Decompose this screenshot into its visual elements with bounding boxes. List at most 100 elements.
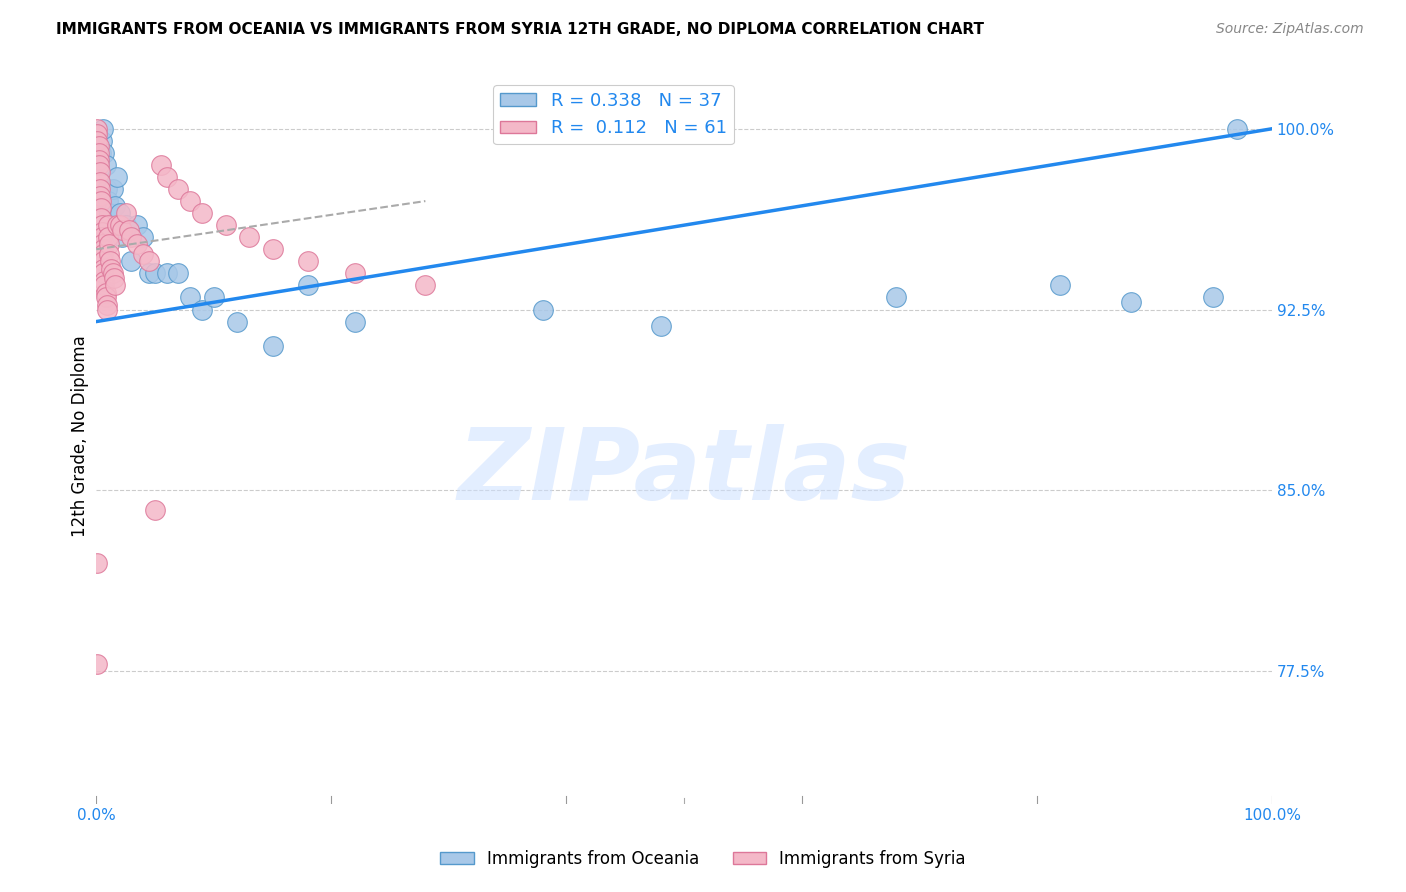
- Point: [86, 121, 108, 136]
- Point: [103, 271, 125, 285]
- Point: [105, 169, 128, 184]
- Point: [108, 206, 131, 220]
- Y-axis label: 12th Grade, No Diploma: 12th Grade, No Diploma: [72, 335, 89, 537]
- Point: [98, 218, 121, 232]
- Point: [87, 158, 110, 172]
- Point: [120, 230, 142, 244]
- Point: [191, 206, 214, 220]
- Point: [101, 182, 124, 196]
- Point: [91, 134, 114, 148]
- Point: [138, 254, 160, 268]
- Point: [91, 230, 114, 244]
- Point: [98, 247, 121, 261]
- Point: [1119, 295, 1142, 310]
- Point: [114, 218, 136, 232]
- Point: [91, 261, 114, 276]
- Point: [89, 175, 111, 189]
- Point: [111, 230, 134, 244]
- Point: [90, 211, 112, 225]
- Point: [105, 218, 128, 232]
- Point: [262, 339, 284, 353]
- Point: [96, 298, 118, 312]
- Point: [90, 202, 112, 216]
- Point: [89, 194, 111, 208]
- Point: [93, 145, 115, 160]
- Point: [111, 223, 134, 237]
- Point: [179, 291, 201, 305]
- Point: [297, 278, 319, 293]
- Point: [214, 218, 236, 232]
- Point: [87, 153, 110, 167]
- Point: [86, 657, 108, 671]
- Point: [343, 315, 366, 329]
- Point: [1049, 278, 1071, 293]
- Point: [91, 226, 114, 240]
- Point: [884, 291, 907, 305]
- Point: [96, 182, 118, 196]
- Point: [343, 266, 366, 280]
- Point: [89, 182, 111, 196]
- Point: [149, 158, 172, 172]
- Point: [94, 291, 117, 305]
- Point: [86, 127, 108, 141]
- Point: [87, 145, 110, 160]
- Point: [167, 266, 190, 280]
- Point: [297, 254, 319, 268]
- Point: [97, 194, 120, 208]
- Point: [91, 121, 114, 136]
- Point: [91, 242, 114, 256]
- Text: IMMIGRANTS FROM OCEANIA VS IMMIGRANTS FROM SYRIA 12TH GRADE, NO DIPLOMA CORRELAT: IMMIGRANTS FROM OCEANIA VS IMMIGRANTS FR…: [56, 22, 984, 37]
- Point: [191, 302, 214, 317]
- Point: [156, 266, 179, 280]
- Point: [531, 302, 554, 317]
- Legend: R = 0.338   N = 37, R =  0.112   N = 61: R = 0.338 N = 37, R = 0.112 N = 61: [494, 85, 734, 145]
- Point: [156, 169, 179, 184]
- Point: [94, 285, 117, 300]
- Point: [138, 266, 160, 280]
- Point: [98, 237, 121, 252]
- Point: [86, 556, 108, 570]
- Point: [238, 230, 260, 244]
- Point: [104, 199, 127, 213]
- Point: [93, 278, 115, 293]
- Point: [143, 266, 166, 280]
- Point: [89, 189, 111, 203]
- Point: [114, 206, 136, 220]
- Point: [90, 194, 112, 208]
- Point: [97, 218, 120, 232]
- Point: [127, 237, 149, 252]
- Text: ZIPatlas: ZIPatlas: [457, 425, 911, 521]
- Point: [167, 182, 190, 196]
- Point: [104, 278, 127, 293]
- Point: [262, 242, 284, 256]
- Point: [226, 315, 249, 329]
- Point: [118, 223, 141, 237]
- Text: Source: ZipAtlas.com: Source: ZipAtlas.com: [1216, 22, 1364, 37]
- Point: [86, 134, 108, 148]
- Point: [127, 218, 149, 232]
- Point: [87, 138, 110, 153]
- Point: [101, 266, 124, 280]
- Point: [90, 145, 112, 160]
- Point: [91, 247, 114, 261]
- Point: [132, 230, 155, 244]
- Point: [91, 254, 114, 268]
- Point: [1226, 121, 1249, 136]
- Point: [143, 502, 166, 516]
- Point: [179, 194, 201, 208]
- Point: [415, 278, 437, 293]
- Point: [650, 319, 672, 334]
- Point: [98, 206, 121, 220]
- Point: [91, 237, 114, 252]
- Point: [98, 254, 121, 268]
- Point: [97, 230, 120, 244]
- Point: [132, 247, 155, 261]
- Point: [108, 218, 131, 232]
- Point: [89, 165, 111, 179]
- Point: [202, 291, 225, 305]
- Point: [100, 261, 122, 276]
- Point: [91, 218, 114, 232]
- Point: [94, 158, 117, 172]
- Point: [91, 266, 114, 280]
- Point: [1202, 291, 1225, 305]
